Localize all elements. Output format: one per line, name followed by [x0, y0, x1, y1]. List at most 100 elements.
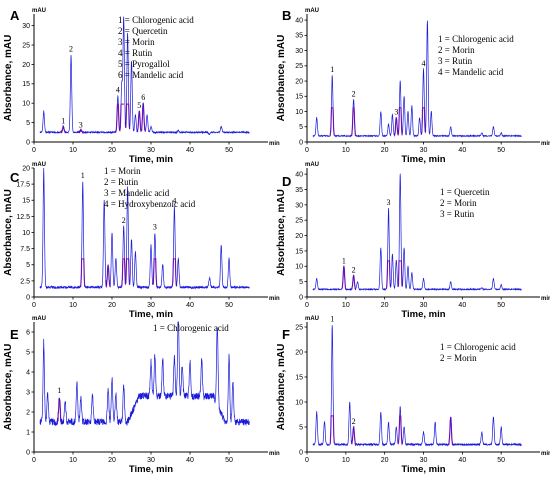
y-tick-label: 20 [295, 78, 303, 85]
y-tick-label: 7.5 [20, 246, 30, 253]
x-tick-label: 0 [305, 147, 309, 154]
chromatogram-trace [39, 16, 250, 136]
legend-entry: 2 = Quercetin [118, 26, 168, 36]
x-tick-label: 50 [497, 147, 505, 154]
y-tick-label: 6 [26, 329, 30, 336]
y-tick-label: 30 [22, 23, 30, 30]
y-tick-label: 10 [22, 101, 30, 108]
y-unit-label: mAU [305, 8, 319, 14]
panel-label: A [10, 8, 20, 23]
y-tick-label: 15 [295, 94, 303, 101]
x-tick-label: 20 [108, 302, 116, 309]
x-tick-label: 30 [420, 147, 428, 154]
x-tick-label: 50 [497, 457, 505, 464]
x-tick-label: 10 [69, 302, 77, 309]
y-tick-label: 15 [295, 374, 303, 381]
legend-entry: 2 = Morin [440, 198, 477, 208]
x-tick-label: 20 [381, 302, 389, 309]
legend-entry: 1 = Chlorogenic acid [438, 34, 514, 44]
y-tick-label: 0 [26, 139, 30, 146]
legend-entry: 4 = Hydroxybenzoic acid [104, 199, 196, 209]
y-tick-label: 35 [295, 187, 303, 194]
y-tick-label: 0 [26, 449, 30, 456]
x-tick-label: 50 [225, 457, 233, 464]
x-unit-label: min [269, 296, 280, 302]
legend-entry: 1 = Chlorogenic acid [118, 15, 194, 25]
y-tick-label: 35 [295, 33, 303, 40]
legend-entry: 1 = Chlorogenic acid [153, 323, 229, 333]
x-unit-label: min [269, 141, 280, 147]
y-tick-label: 25 [22, 42, 30, 49]
x-tick-label: 10 [342, 457, 350, 464]
x-tick-label: 50 [225, 147, 233, 154]
y-tick-label: 5 [299, 279, 303, 286]
y-tick-label: 20 [295, 233, 303, 240]
y-tick-label: 17.5 [16, 182, 30, 189]
x-tick-label: 30 [147, 457, 155, 464]
x-tick-label: 50 [497, 302, 505, 309]
x-tick-label: 40 [458, 457, 466, 464]
y-axis-title: Absorbance, mAU [276, 189, 287, 276]
y-tick-label: 10 [22, 230, 30, 237]
x-axis-title: Time, min [129, 464, 173, 475]
y-axis-title: Absorbance, mAU [3, 35, 14, 122]
peak-label: 4 [116, 85, 120, 94]
y-tick-label: 15 [22, 81, 30, 88]
y-tick-label: 5 [26, 262, 30, 269]
panel-label: B [282, 8, 291, 23]
y-unit-label: mAU [32, 8, 46, 14]
x-tick-label: 40 [186, 302, 194, 309]
x-axis-title: Time, min [401, 154, 445, 165]
legend-entry: 3 = Rutin [440, 209, 475, 219]
legend-entry: 6 = Mandelic acid [118, 70, 184, 80]
chromatogram-trace [312, 173, 522, 292]
chromatogram-trace [39, 321, 250, 426]
x-tick-label: 0 [305, 302, 309, 309]
peak-label: 2 [69, 45, 73, 54]
legend-entry: 4 = Rutin [118, 48, 153, 58]
legend-entry: 1 = Morin [104, 166, 141, 176]
chromatogram-trace [312, 20, 522, 138]
y-tick-label: 5 [299, 424, 303, 431]
x-tick-label: 30 [420, 457, 428, 464]
legend-entry: 2 = Morin [440, 353, 477, 363]
y-tick-label: 20 [22, 62, 30, 69]
x-tick-label: 50 [225, 302, 233, 309]
peak-label: 1 [57, 386, 61, 395]
x-tick-label: 30 [147, 302, 155, 309]
x-axis-title: Time, min [129, 154, 173, 165]
y-tick-label: 40 [295, 17, 303, 24]
y-tick-label: 10 [295, 264, 303, 271]
y-tick-label: 5 [26, 120, 30, 127]
panel-label: E [10, 327, 19, 342]
y-axis-title: Absorbance, mAU [276, 35, 287, 122]
legend-entry: 3 = Mandelic acid [104, 188, 170, 198]
x-tick-label: 20 [108, 457, 116, 464]
legend-entry: 1 = Chlorogenic acid [440, 342, 516, 352]
y-tick-label: 0 [299, 139, 303, 146]
y-tick-label: 25 [295, 218, 303, 225]
panel-label: C [10, 170, 20, 185]
x-tick-label: 40 [186, 147, 194, 154]
x-tick-label: 20 [381, 147, 389, 154]
legend-entry: 2 = Morin [438, 45, 475, 55]
x-unit-label: min [541, 141, 550, 147]
x-tick-label: 10 [342, 302, 350, 309]
x-tick-label: 0 [32, 147, 36, 154]
y-tick-label: 25 [295, 63, 303, 70]
legend-entry: 3 = Morin [118, 37, 155, 47]
y-tick-label: 2 [26, 409, 30, 416]
peak-label: 2 [122, 216, 126, 225]
y-tick-label: 30 [295, 202, 303, 209]
peak-label: 2 [352, 417, 356, 426]
peak-label: 2 [352, 89, 356, 98]
chromatogram-trace [312, 325, 522, 447]
peak-label: 4 [172, 197, 176, 206]
peak-label: 3 [387, 198, 391, 207]
y-tick-label: 0 [299, 449, 303, 456]
